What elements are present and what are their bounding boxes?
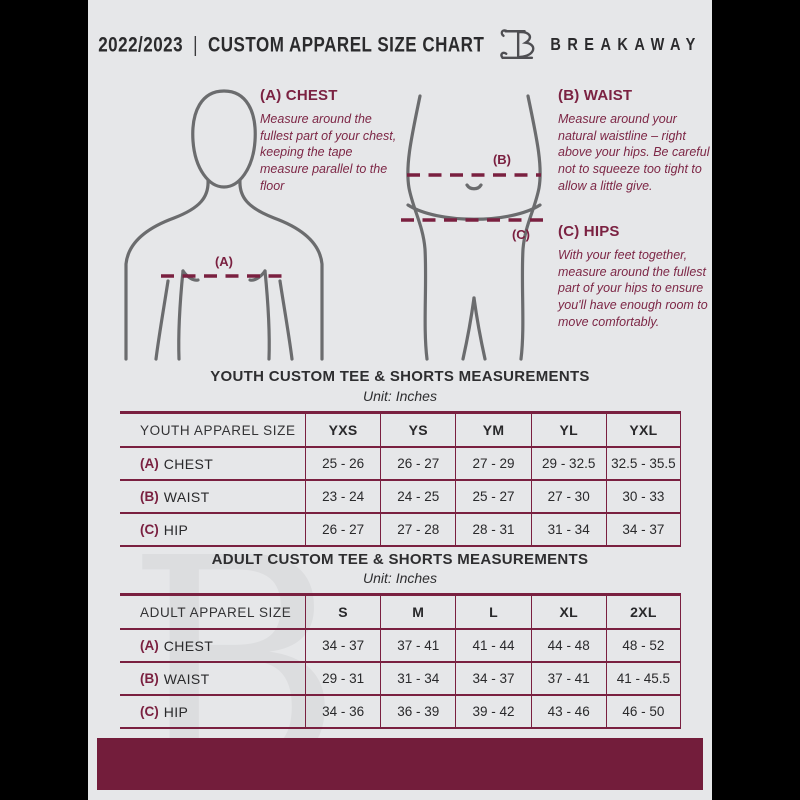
table-cell: 39 - 42	[455, 696, 530, 727]
table-cell: 43 - 46	[530, 696, 606, 727]
chest-instruction-text: Measure around the fullest part of your …	[260, 112, 397, 193]
row-prefix-b: (B)	[140, 671, 159, 686]
youth-size-yl: YL	[530, 414, 606, 446]
table-cell: 41 - 44	[455, 630, 530, 661]
table-cell: 34 - 37	[605, 514, 681, 545]
table-cell: 36 - 39	[380, 696, 455, 727]
waist-instruction-block: (B) WAIST Measure around your natural wa…	[558, 87, 710, 194]
adult-size-table: ADULT APPAREL SIZE S M L XL 2XL (A) CHES…	[120, 593, 681, 729]
table-cell: 25 - 27	[455, 481, 530, 512]
page-header: 2022/2023 | CUSTOM APPAREL SIZE CHART BR…	[88, 24, 712, 66]
upper-body-silhouette: (A)	[115, 85, 333, 361]
table-cell: 29 - 32.5	[530, 448, 606, 479]
chest-instruction-heading: (A) CHEST	[260, 87, 338, 104]
season-label: 2022/2023	[98, 32, 184, 57]
footer-accent-bar	[97, 738, 703, 790]
title-separator: |	[193, 32, 198, 57]
youth-chest-row: (A) CHEST 25 - 26 26 - 27 27 - 29 29 - 3…	[120, 446, 681, 479]
table-cell: 31 - 34	[380, 663, 455, 694]
adult-size-s: S	[305, 596, 380, 628]
breakaway-b-logo-icon	[498, 24, 542, 66]
youth-size-yxs: YXS	[305, 414, 380, 446]
table-cell: 24 - 25	[380, 481, 455, 512]
waist-instruction-heading: (B) WAIST	[558, 87, 633, 104]
adult-header-size-label: ADULT APPAREL SIZE	[140, 604, 292, 620]
table-cell: 32.5 - 35.5	[605, 448, 681, 479]
table-cell: 23 - 24	[305, 481, 380, 512]
size-chart-page: B 2022/2023 | CUSTOM APPAREL SIZE CHART	[88, 0, 712, 800]
table-cell: 34 - 37	[305, 630, 380, 661]
adult-size-m: M	[380, 596, 455, 628]
table-cell: 48 - 52	[605, 630, 681, 661]
adult-table-title: ADULT CUSTOM TEE & SHORTS MEASUREMENTS	[211, 551, 589, 568]
table-cell: 46 - 50	[605, 696, 681, 727]
adult-table-unit: Unit: Inches	[363, 570, 437, 586]
youth-waist-row: (B) WAIST 23 - 24 24 - 25 25 - 27 27 - 3…	[120, 479, 681, 512]
adult-waist-row: (B) WAIST 29 - 31 31 - 34 34 - 37 37 - 4…	[120, 661, 681, 694]
table-cell: 37 - 41	[530, 663, 606, 694]
table-cell: 27 - 28	[380, 514, 455, 545]
youth-size-yxl: YXL	[605, 414, 681, 446]
youth-waist-label: (B) WAIST	[140, 488, 210, 505]
row-prefix-a: (A)	[140, 456, 159, 471]
brand-name: BREAKAWAY	[550, 35, 702, 55]
adult-waist-label: (B) WAIST	[140, 670, 210, 687]
row-prefix-c: (C)	[140, 704, 159, 719]
hips-instruction-text: With your feet together, measure around …	[558, 248, 708, 329]
youth-table-title: YOUTH CUSTOM TEE & SHORTS MEASUREMENTS	[210, 368, 590, 385]
table-cell: 26 - 27	[380, 448, 455, 479]
adult-size-l: L	[455, 596, 530, 628]
table-cell: 26 - 27	[305, 514, 380, 545]
youth-size-ym: YM	[455, 414, 530, 446]
brand-lockup: BREAKAWAY	[498, 24, 701, 66]
adult-hip-row: (C) HIP 34 - 36 36 - 39 39 - 42 43 - 46 …	[120, 694, 681, 727]
waist-instruction-text: Measure around your natural waistline – …	[558, 112, 710, 193]
adult-hip-label: (C) HIP	[140, 703, 189, 720]
waist-line-label: (B)	[493, 152, 511, 167]
table-cell: 44 - 48	[530, 630, 606, 661]
hips-instruction-heading: (C) HIPS	[558, 223, 620, 240]
youth-size-ys: YS	[380, 414, 455, 446]
table-cell: 34 - 37	[455, 663, 530, 694]
adult-table-header-row: ADULT APPAREL SIZE S M L XL 2XL	[120, 596, 681, 628]
adult-chest-label: (A) CHEST	[140, 637, 214, 654]
chest-line-label: (A)	[215, 254, 233, 269]
youth-hip-row: (C) HIP 26 - 27 27 - 28 28 - 31 31 - 34 …	[120, 512, 681, 545]
chest-instruction-block: (A) CHEST Measure around the fullest par…	[260, 87, 400, 194]
row-prefix-a: (A)	[140, 638, 159, 653]
hips-instruction-block: (C) HIPS With your feet together, measur…	[558, 223, 710, 330]
youth-size-table: YOUTH APPAREL SIZE YXS YS YM YL YXL (A) …	[120, 411, 681, 547]
row-prefix-b: (B)	[140, 489, 159, 504]
table-cell: 30 - 33	[605, 481, 681, 512]
table-cell: 31 - 34	[530, 514, 606, 545]
chart-title: CUSTOM APPAREL SIZE CHART	[208, 32, 485, 57]
youth-chest-label: (A) CHEST	[140, 455, 214, 472]
table-cell: 28 - 31	[455, 514, 530, 545]
hip-line-label: (C)	[512, 227, 530, 242]
youth-hip-label: (C) HIP	[140, 521, 189, 538]
youth-table-header-row: YOUTH APPAREL SIZE YXS YS YM YL YXL	[120, 414, 681, 446]
table-cell: 37 - 41	[380, 630, 455, 661]
lower-body-silhouette: (B) (C)	[390, 93, 558, 361]
table-cell: 25 - 26	[305, 448, 380, 479]
page-title: 2022/2023 | CUSTOM APPAREL SIZE CHART	[98, 33, 484, 58]
table-cell: 41 - 45.5	[605, 663, 681, 694]
table-cell: 27 - 30	[530, 481, 606, 512]
adult-size-2xl: 2XL	[605, 596, 681, 628]
table-cell: 34 - 36	[305, 696, 380, 727]
table-cell: 29 - 31	[305, 663, 380, 694]
youth-header-size-label: YOUTH APPAREL SIZE	[140, 422, 296, 438]
adult-size-xl: XL	[530, 596, 606, 628]
youth-table-unit: Unit: Inches	[363, 388, 437, 404]
adult-chest-row: (A) CHEST 34 - 37 37 - 41 41 - 44 44 - 4…	[120, 628, 681, 661]
table-cell: 27 - 29	[455, 448, 530, 479]
row-prefix-c: (C)	[140, 522, 159, 537]
